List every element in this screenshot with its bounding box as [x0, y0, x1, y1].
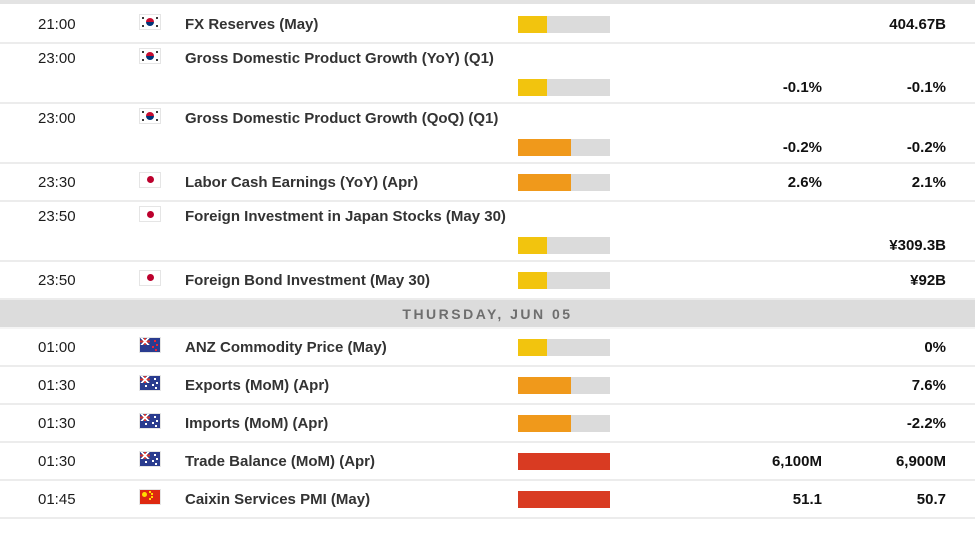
event-title: Foreign Investment in Japan Stocks (May … [185, 208, 506, 225]
importance-bar-fill [518, 79, 548, 96]
event-time: 21:00 [38, 15, 76, 33]
previous-value: 50.7 [916, 490, 946, 508]
importance-bar-fill [518, 376, 572, 394]
importance-bar-fill [518, 173, 572, 191]
australia-flag-icon [140, 451, 160, 466]
event-title: Caixin Services PMI (May) [185, 490, 371, 508]
previous-value: -2.2% [906, 414, 946, 432]
south-korea-flag-icon [140, 14, 160, 29]
importance-bar [518, 452, 610, 470]
event-time: 01:45 [38, 490, 76, 508]
importance-bar [518, 271, 610, 289]
forecast-value: -0.2% [782, 139, 822, 156]
event-title: Labor Cash Earnings (YoY) (Apr) [185, 173, 419, 191]
event-title: Imports (MoM) (Apr) [185, 414, 329, 432]
day-header: THURSDAY, JUN 05 [0, 300, 975, 329]
event-row[interactable]: 23:50 Foreign Bond Investment (May 30) ¥… [0, 262, 975, 300]
japan-flag-icon [140, 172, 160, 187]
previous-value: 404.67B [889, 15, 946, 33]
event-row[interactable]: 01:45 Caixin Services PMI (May) 51.1 50.… [0, 481, 975, 519]
event-time: 23:50 [38, 271, 76, 289]
event-row[interactable]: 23:30 Labor Cash Earnings (YoY) (Apr) 2.… [0, 164, 975, 202]
event-row[interactable]: 01:30 Exports (MoM) (Apr) 7.6% [0, 367, 975, 405]
event-time: 01:30 [38, 414, 76, 432]
importance-bar-fill [518, 139, 572, 156]
forecast-value: 6,100M [771, 452, 822, 470]
event-row[interactable]: 23:00 Gross Domestic Product Growth (YoY… [0, 44, 975, 104]
event-row[interactable]: 01:00 ANZ Commodity Price (May) 0% [0, 329, 975, 367]
event-time: 01:00 [38, 338, 76, 356]
event-title: Trade Balance (MoM) (Apr) [185, 452, 376, 470]
south-korea-flag-icon [140, 49, 160, 63]
previous-value: 0% [924, 338, 946, 356]
importance-bar [518, 139, 610, 156]
event-title: FX Reserves (May) [185, 15, 319, 33]
previous-value: 7.6% [911, 376, 946, 394]
importance-bar-fill [518, 490, 610, 508]
importance-bar [518, 79, 610, 96]
importance-bar [518, 15, 610, 33]
japan-flag-icon [140, 207, 160, 221]
event-row[interactable]: 21:00 FX Reserves (May) 404.67B [0, 6, 975, 44]
event-title: ANZ Commodity Price (May) [185, 338, 387, 356]
event-title: Foreign Bond Investment (May 30) [185, 271, 431, 289]
forecast-value: 2.6% [787, 173, 822, 191]
china-flag-icon [140, 489, 160, 504]
importance-bar-fill [518, 15, 548, 33]
importance-bar [518, 173, 610, 191]
previous-value: ¥309.3B [889, 237, 946, 254]
economic-calendar: 21:00 FX Reserves (May) 404.67B 23:00 Gr… [0, 0, 975, 519]
previous-value: -0.1% [906, 79, 946, 96]
new-zealand-flag-icon [140, 337, 160, 352]
previous-value: 6,900M [895, 452, 946, 470]
event-row[interactable]: 01:30 Trade Balance (MoM) (Apr) 6,100M 6… [0, 443, 975, 481]
importance-bar [518, 414, 610, 432]
top-divider-strip [0, 0, 975, 6]
importance-bar-fill [518, 414, 572, 432]
day-header-label: THURSDAY, JUN 05 [402, 305, 573, 322]
importance-bar-fill [518, 237, 548, 254]
south-korea-flag-icon [140, 109, 160, 123]
event-time: 23:30 [38, 173, 76, 191]
event-time: 23:50 [38, 208, 76, 225]
event-title: Exports (MoM) (Apr) [185, 376, 330, 394]
importance-bar [518, 376, 610, 394]
calendar-rows: 21:00 FX Reserves (May) 404.67B 23:00 Gr… [0, 6, 975, 519]
australia-flag-icon [140, 375, 160, 390]
forecast-value: 51.1 [792, 490, 822, 508]
event-time: 23:00 [38, 50, 76, 67]
forecast-value: -0.1% [782, 79, 822, 96]
previous-value: -0.2% [906, 139, 946, 156]
importance-bar [518, 237, 610, 254]
australia-flag-icon [140, 413, 160, 428]
importance-bar [518, 490, 610, 508]
event-time: 01:30 [38, 452, 76, 470]
event-title: Gross Domestic Product Growth (YoY) (Q1) [185, 50, 494, 67]
event-row[interactable]: 23:00 Gross Domestic Product Growth (QoQ… [0, 104, 975, 164]
importance-bar-fill [518, 271, 548, 289]
previous-value: ¥92B [910, 271, 946, 289]
japan-flag-icon [140, 270, 160, 285]
event-time: 01:30 [38, 376, 76, 394]
event-title: Gross Domestic Product Growth (QoQ) (Q1) [185, 110, 499, 127]
event-row[interactable]: 01:30 Imports (MoM) (Apr) -2.2% [0, 405, 975, 443]
previous-value: 2.1% [911, 173, 946, 191]
event-row[interactable]: 23:50 Foreign Investment in Japan Stocks… [0, 202, 975, 262]
event-time: 23:00 [38, 110, 76, 127]
importance-bar-fill [518, 338, 548, 356]
importance-bar [518, 338, 610, 356]
importance-bar-fill [518, 452, 610, 470]
